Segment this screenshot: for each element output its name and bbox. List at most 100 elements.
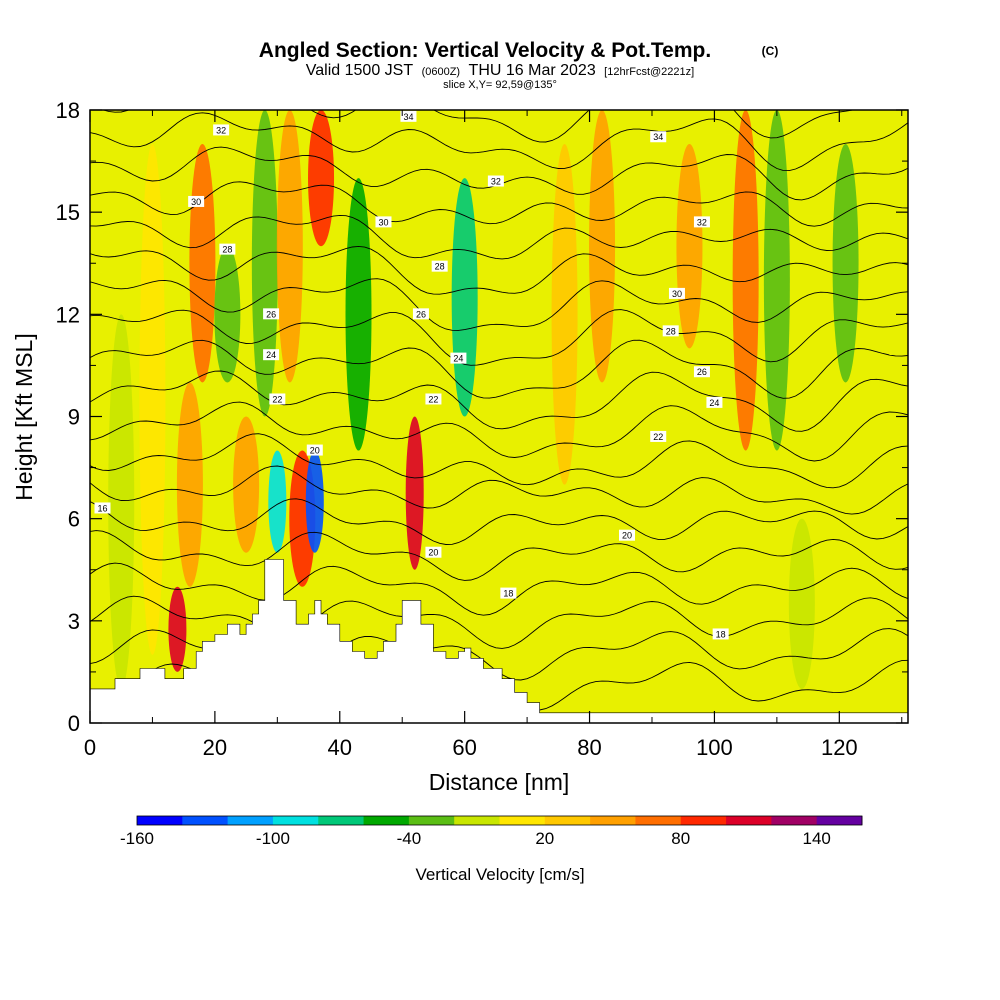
contour-label-text: 30 <box>191 197 201 207</box>
contour-label-text: 24 <box>266 350 276 360</box>
contour-label-text: 32 <box>491 177 501 187</box>
contour-label-box <box>263 308 280 320</box>
contour-label-text: 34 <box>403 112 413 122</box>
colorbar-swatch <box>408 816 455 825</box>
contour-label-text: 32 <box>697 217 707 227</box>
y-tick-label: 9 <box>68 405 80 430</box>
contour-label-box <box>213 124 230 136</box>
contour-labels: 16 18 18 20 20 20 22 22 22 24 24 24 26 26 26 28 28 28 30 30… <box>94 110 729 640</box>
terrain <box>90 559 908 723</box>
colorbar-tick-label: 20 <box>535 829 554 848</box>
contour-label-text: 34 <box>653 132 663 142</box>
y-tick-label: 0 <box>68 711 80 736</box>
contour-label-box <box>94 502 111 514</box>
contour-label-box <box>412 308 429 320</box>
colorbar-frame <box>136 815 863 826</box>
plot-area: 16 18 18 20 20 20 22 22 22 24 24 24 26 26 26 28 28 28 30 30… <box>90 110 908 723</box>
colorbar-swatch <box>816 816 863 825</box>
x-tick-label: 40 <box>328 735 352 760</box>
colorbar-swatch <box>590 816 636 825</box>
x-tick-label: 120 <box>821 735 858 760</box>
contour-label-text: 30 <box>378 217 388 227</box>
contour-label-text: 26 <box>266 309 276 319</box>
contour-label-box <box>693 216 710 228</box>
velocity-cell <box>308 110 335 247</box>
colorbar <box>136 815 863 826</box>
x-tick-label: 20 <box>203 735 227 760</box>
colorbar-tick-label: -160 <box>120 829 154 848</box>
velocity-cell <box>139 144 166 655</box>
contour-label-box <box>650 430 667 442</box>
contour-label: 20 <box>306 444 323 456</box>
theta-contour <box>101 110 855 143</box>
velocity-cell <box>788 518 815 689</box>
contour-label: 34 <box>400 110 417 122</box>
colorbar-swatch <box>635 816 682 825</box>
contour-label: 30 <box>375 216 392 228</box>
contour-label-text: 18 <box>716 629 726 639</box>
contour-label-text: 28 <box>435 262 445 272</box>
slice-note: slice X,Y= 92,59@135° <box>443 79 557 91</box>
chart-title: Angled Section: Vertical Velocity & Pot.… <box>259 39 711 62</box>
contour-label-box <box>450 352 467 364</box>
contour-label: 16 <box>94 502 111 514</box>
velocity-cell <box>305 450 324 553</box>
chart-subtitle: Valid 1500 JST (0600Z) THU 16 Mar 2023 [… <box>306 62 694 79</box>
contour-label-text: 26 <box>416 309 426 319</box>
y-tick-label: 3 <box>68 609 80 634</box>
contour-label: 28 <box>431 260 448 272</box>
contour-label-box <box>269 393 286 405</box>
contour-label-text: 20 <box>310 446 320 456</box>
contour-label: 30 <box>668 287 685 299</box>
theta-contour <box>90 562 908 616</box>
velocity-cell <box>589 110 616 383</box>
contour-label-box <box>500 587 517 599</box>
theta-contour <box>90 309 908 366</box>
x-tick-label: 100 <box>696 735 733 760</box>
x-tick-label: 80 <box>577 735 601 760</box>
velocity-cell <box>763 110 790 451</box>
colorbar-swatch <box>272 816 319 825</box>
contour-label: 24 <box>263 349 280 361</box>
contour-label: 34 <box>650 131 667 143</box>
contour-label: 26 <box>263 308 280 320</box>
velocity-cell <box>214 246 241 383</box>
contour-label: 24 <box>450 352 467 364</box>
colorbar-tick-label: -40 <box>397 829 422 848</box>
chart-title-mark: (C) <box>762 44 779 58</box>
contour-label-text: 32 <box>216 125 226 135</box>
contour-label: 22 <box>269 393 286 405</box>
x-axis-ticks: 0 20 40 60 80 100 120 <box>84 110 903 760</box>
colorbar-swatch <box>182 816 229 825</box>
contour-label: 22 <box>650 430 667 442</box>
contour-label-text: 24 <box>453 354 463 364</box>
subtitle-forecast: [12hrFcst@2221z] <box>604 66 694 78</box>
contour-label: 22 <box>425 393 442 405</box>
colorbar-swatch <box>499 816 546 825</box>
contour-label-text: 20 <box>428 548 438 558</box>
colorbar-labels: -160 -100 -40 20 80 140 <box>120 829 831 848</box>
contour-label-box <box>662 325 679 337</box>
contour-label-text: 24 <box>709 398 719 408</box>
colorbar-swatch <box>227 816 274 825</box>
contour-label-text: 28 <box>222 245 232 255</box>
colorbar-swatch <box>680 816 727 825</box>
colorbar-swatch <box>544 816 591 825</box>
contour-label: 20 <box>619 529 636 541</box>
velocity-cell <box>732 110 759 451</box>
y-tick-label: 15 <box>56 200 80 225</box>
colorbar-swatch <box>318 816 365 825</box>
contour-label-box <box>619 529 636 541</box>
y-tick-label: 6 <box>68 507 80 532</box>
velocity-cell <box>676 144 703 349</box>
contour-label: 26 <box>693 366 710 378</box>
theta-contour <box>90 530 908 581</box>
y-axis-title: Height [Kft MSL] <box>11 333 37 500</box>
colorbar-swatch <box>363 816 410 825</box>
theta-contour <box>90 401 908 462</box>
contour-label: 24 <box>706 396 723 408</box>
theta-contour <box>90 465 908 515</box>
contour-label-box <box>693 366 710 378</box>
contour-label-text: 30 <box>672 289 682 299</box>
